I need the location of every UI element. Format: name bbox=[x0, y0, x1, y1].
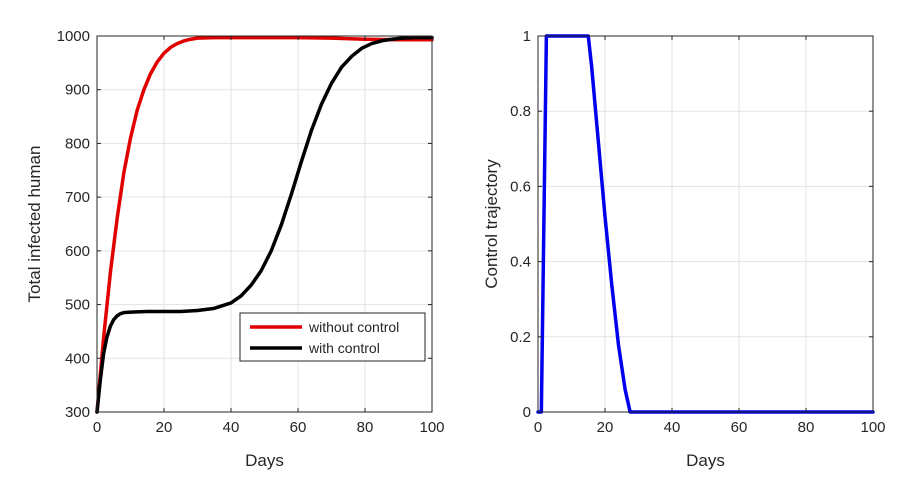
left-y-tick-label: 800 bbox=[65, 135, 90, 152]
left-y-tick-label: 600 bbox=[65, 243, 90, 260]
legend-label-with-control: with control bbox=[308, 340, 380, 356]
right-plot-frame bbox=[537, 35, 874, 413]
left-x-tick-label: 100 bbox=[419, 419, 444, 436]
left-y-tick-label: 400 bbox=[65, 350, 90, 367]
right-ticks: 0 20 40 60 80 100 0 0.2 0.4 0.6 0.8 1 bbox=[510, 28, 885, 436]
left-grid bbox=[97, 36, 432, 412]
left-y-tick-label: 900 bbox=[65, 82, 90, 99]
left-plot-frame bbox=[96, 35, 433, 413]
left-line-without-control bbox=[95, 35, 434, 414]
left-x-tick-label: 20 bbox=[156, 419, 173, 436]
right-y-tick-label: 1 bbox=[523, 28, 531, 45]
right-y-tick-label: 0 bbox=[523, 404, 531, 421]
legend-box bbox=[239, 312, 426, 362]
left-x-tick-label: 40 bbox=[223, 419, 240, 436]
right-x-tick-label: 0 bbox=[534, 419, 542, 436]
left-chart: 0 20 40 60 80 100 300 400 500 600 700 800 900 1000 Da… bbox=[25, 28, 445, 470]
right-y-tick-label: 0.8 bbox=[510, 103, 531, 120]
left-x-tick-label: 60 bbox=[290, 419, 307, 436]
right-x-tick-label: 100 bbox=[860, 419, 885, 436]
legend: without control with control bbox=[239, 312, 426, 362]
left-ticks: 0 20 40 60 80 100 300 400 500 600 700 800 900 1000 bbox=[57, 28, 445, 436]
left-x-tick-label: 0 bbox=[93, 419, 101, 436]
right-x-tick-label: 20 bbox=[597, 419, 614, 436]
left-y-axis-label: Total infected human bbox=[25, 146, 44, 303]
left-y-tick-label: 500 bbox=[65, 297, 90, 314]
legend-label-without-control: without control bbox=[308, 319, 399, 335]
right-x-tick-label: 80 bbox=[798, 419, 815, 436]
right-y-tick-label: 0.2 bbox=[510, 329, 531, 346]
right-y-tick-label: 0.6 bbox=[510, 178, 531, 195]
right-y-tick-label: 0.4 bbox=[510, 254, 531, 271]
right-x-tick-label: 60 bbox=[731, 419, 748, 436]
right-x-tick-label: 40 bbox=[664, 419, 681, 436]
left-line-with-control bbox=[95, 35, 434, 414]
left-y-tick-label: 1000 bbox=[57, 28, 90, 45]
right-x-axis-label: Days bbox=[686, 451, 725, 470]
right-chart: 0 20 40 60 80 100 0 0.2 0.4 0.6 0.8 1 Days Control … bbox=[482, 28, 886, 470]
left-x-tick-label: 80 bbox=[357, 419, 374, 436]
right-plot-area bbox=[538, 36, 873, 412]
left-series-lines bbox=[95, 35, 434, 414]
right-y-axis-label: Control trajectory bbox=[482, 159, 501, 289]
left-x-axis-label: Days bbox=[245, 451, 284, 470]
left-y-tick-label: 700 bbox=[65, 189, 90, 206]
left-y-tick-label: 300 bbox=[65, 404, 90, 421]
